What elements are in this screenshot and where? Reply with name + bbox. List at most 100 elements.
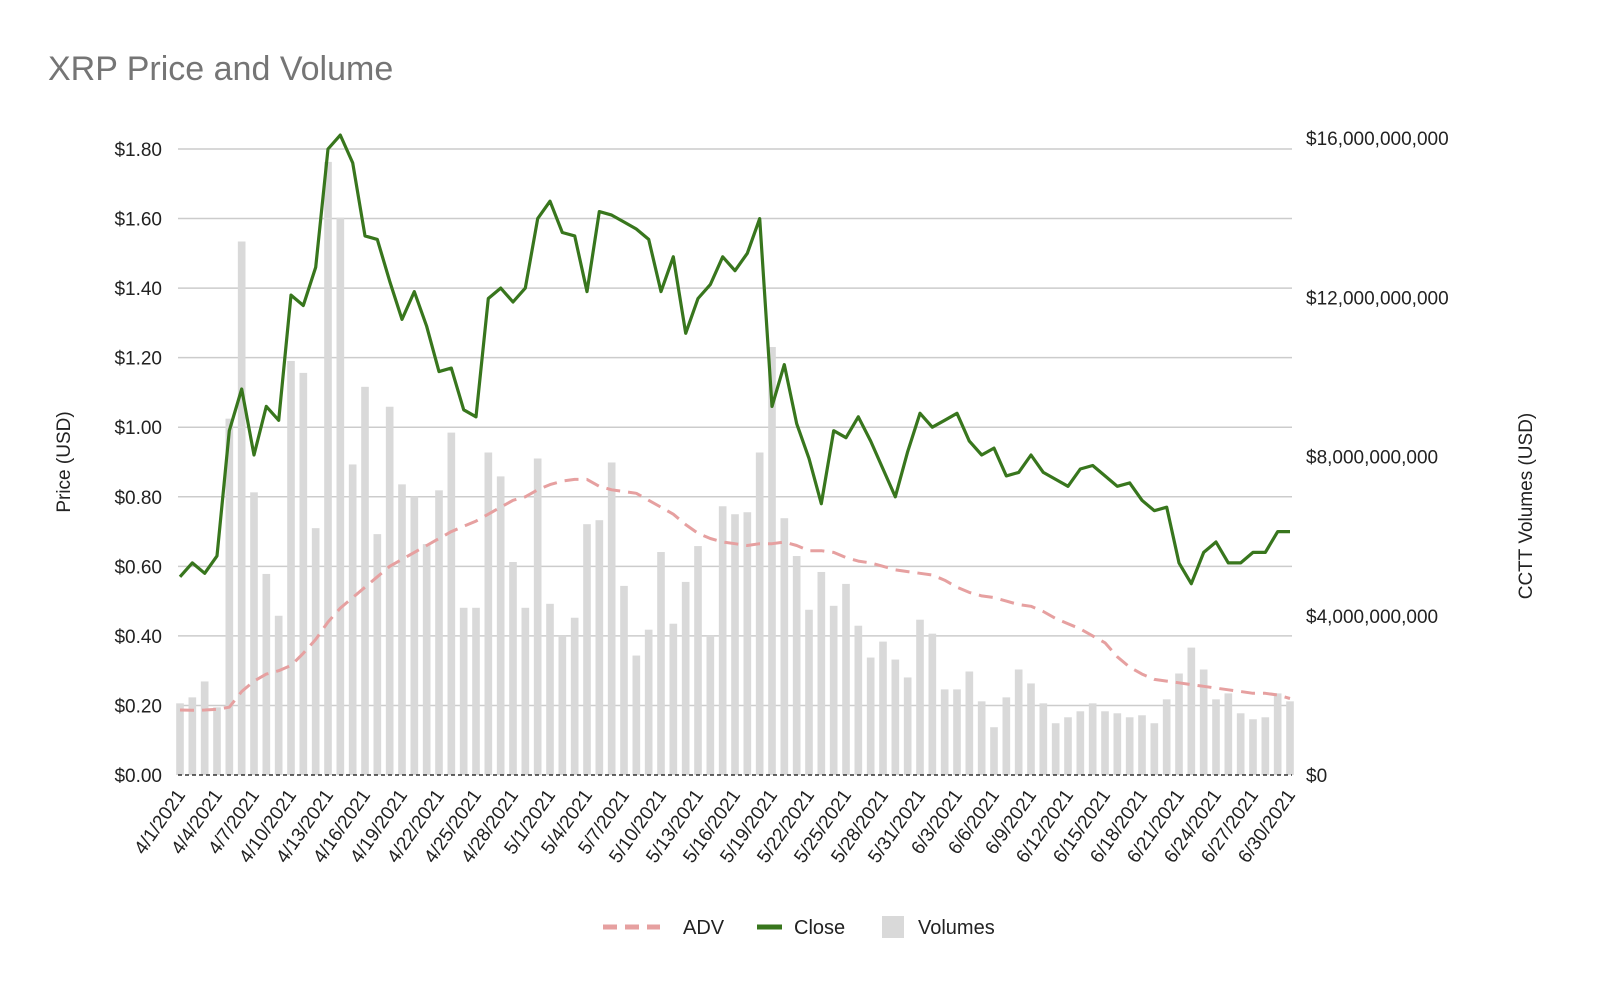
- volume-bar: [472, 607, 480, 775]
- volume-bar: [533, 458, 542, 775]
- volume-bar: [829, 605, 838, 775]
- y-tick-label-right: $4,000,000,000: [1306, 607, 1438, 628]
- volume-bar: [805, 609, 813, 775]
- volume-bar: [1249, 719, 1257, 775]
- y-tick-label-left: $0.60: [114, 557, 162, 578]
- volume-bar: [1125, 717, 1134, 775]
- y-tick-label-left: $1.80: [114, 140, 162, 161]
- volume-bar: [583, 524, 591, 775]
- volume-bar: [866, 657, 875, 775]
- y-tick-label-left: $0.00: [114, 766, 162, 787]
- volume-bar: [1212, 699, 1220, 775]
- legend-volumes-swatch: [882, 916, 904, 938]
- volume-bar: [780, 518, 789, 775]
- volume-bar: [718, 506, 727, 775]
- y-tick-label-left: $1.00: [114, 418, 162, 439]
- volume-bar: [768, 347, 776, 775]
- volume-bar: [681, 581, 690, 775]
- legend-close-label: Close: [794, 917, 845, 939]
- volume-bar: [817, 571, 826, 775]
- volume-bar: [250, 492, 258, 775]
- close-line: [178, 133, 1290, 586]
- volume-bar: [644, 629, 653, 775]
- volume-bar: [237, 241, 246, 775]
- volume-bar: [879, 641, 887, 775]
- volume-bar: [176, 703, 184, 775]
- volume-bar: [891, 659, 900, 775]
- volume-bar: [398, 484, 406, 775]
- volume-bar: [373, 534, 382, 775]
- volume-bar: [1224, 693, 1233, 775]
- volume-bar: [1064, 717, 1072, 775]
- volume-bar: [706, 635, 715, 775]
- volume-bar: [484, 452, 493, 775]
- volume-bar: [509, 562, 517, 775]
- volume-bar: [755, 452, 764, 775]
- volume-bar: [940, 689, 949, 775]
- volume-bar: [965, 671, 974, 775]
- y-tick-label-left: $1.40: [114, 279, 162, 300]
- volume-bar: [854, 625, 863, 775]
- y-axis-title-left: Price (USD): [54, 411, 75, 512]
- volume-bar: [274, 615, 283, 775]
- volume-bar: [1187, 647, 1196, 775]
- volume-bar: [1273, 693, 1282, 775]
- volume-bar: [1027, 683, 1035, 775]
- volume-bar: [607, 462, 616, 775]
- y-tick-label-left: $0.40: [114, 627, 162, 648]
- y-tick-label-left: $0.80: [114, 488, 162, 509]
- chart-title: XRP Price and Volume: [48, 50, 394, 88]
- volume-bar: [1088, 703, 1097, 775]
- volume-bar: [361, 386, 369, 775]
- volume-bar: [287, 360, 295, 775]
- volume-bar: [225, 418, 234, 775]
- volume-bar: [595, 520, 604, 775]
- volume-bar: [953, 689, 961, 775]
- volume-bar: [1199, 669, 1208, 775]
- volume-bar: [842, 583, 850, 775]
- volume-bar: [447, 432, 456, 775]
- volume-bar: [1014, 669, 1023, 775]
- volume-bar: [1101, 711, 1109, 775]
- volume-bar: [410, 496, 419, 775]
- y-tick-label-right: $0: [1306, 766, 1327, 787]
- legend: ADV Close Volumes: [603, 916, 995, 939]
- legend-adv-label: ADV: [683, 917, 725, 939]
- volume-bar: [1286, 701, 1294, 775]
- volume-bar: [521, 607, 530, 775]
- price-lines: [178, 133, 1291, 712]
- volume-bar: [188, 697, 197, 775]
- volume-bar: [213, 707, 221, 775]
- volume-bar: [1236, 713, 1245, 775]
- volume-bar: [1162, 699, 1171, 775]
- volume-bar: [620, 585, 628, 775]
- volume-bar: [657, 552, 665, 775]
- y-tick-label-right: $16,000,000,000: [1306, 129, 1449, 150]
- volume-bar: [1051, 723, 1060, 775]
- y-tick-label-left: $0.20: [114, 696, 162, 717]
- adv-line: [179, 477, 1291, 712]
- volume-bar: [743, 512, 752, 775]
- volume-bar: [1039, 703, 1048, 775]
- y-tick-label-left: $1.60: [114, 210, 162, 231]
- volume-bar: [1076, 711, 1085, 775]
- volume-bar: [546, 603, 554, 775]
- volume-bar: [422, 544, 431, 775]
- volume-bars: [176, 161, 1294, 775]
- volume-bar: [558, 635, 567, 775]
- volume-bar: [1138, 715, 1146, 775]
- y-axis-title-right: CCTT Volumes (USD): [1516, 413, 1537, 600]
- volume-bar: [916, 619, 924, 775]
- volume-bar: [348, 464, 357, 775]
- volume-bar: [311, 528, 320, 775]
- volume-bar: [1002, 697, 1011, 775]
- volume-bar: [299, 372, 308, 775]
- volume-bar: [570, 617, 579, 775]
- volume-bar: [496, 476, 505, 775]
- volume-bar: [336, 217, 345, 775]
- y-tick-label-right: $12,000,000,000: [1306, 288, 1449, 309]
- volume-bar: [990, 727, 998, 775]
- volume-bar: [385, 406, 394, 775]
- volume-bar: [632, 655, 641, 775]
- volume-bar: [1150, 723, 1159, 775]
